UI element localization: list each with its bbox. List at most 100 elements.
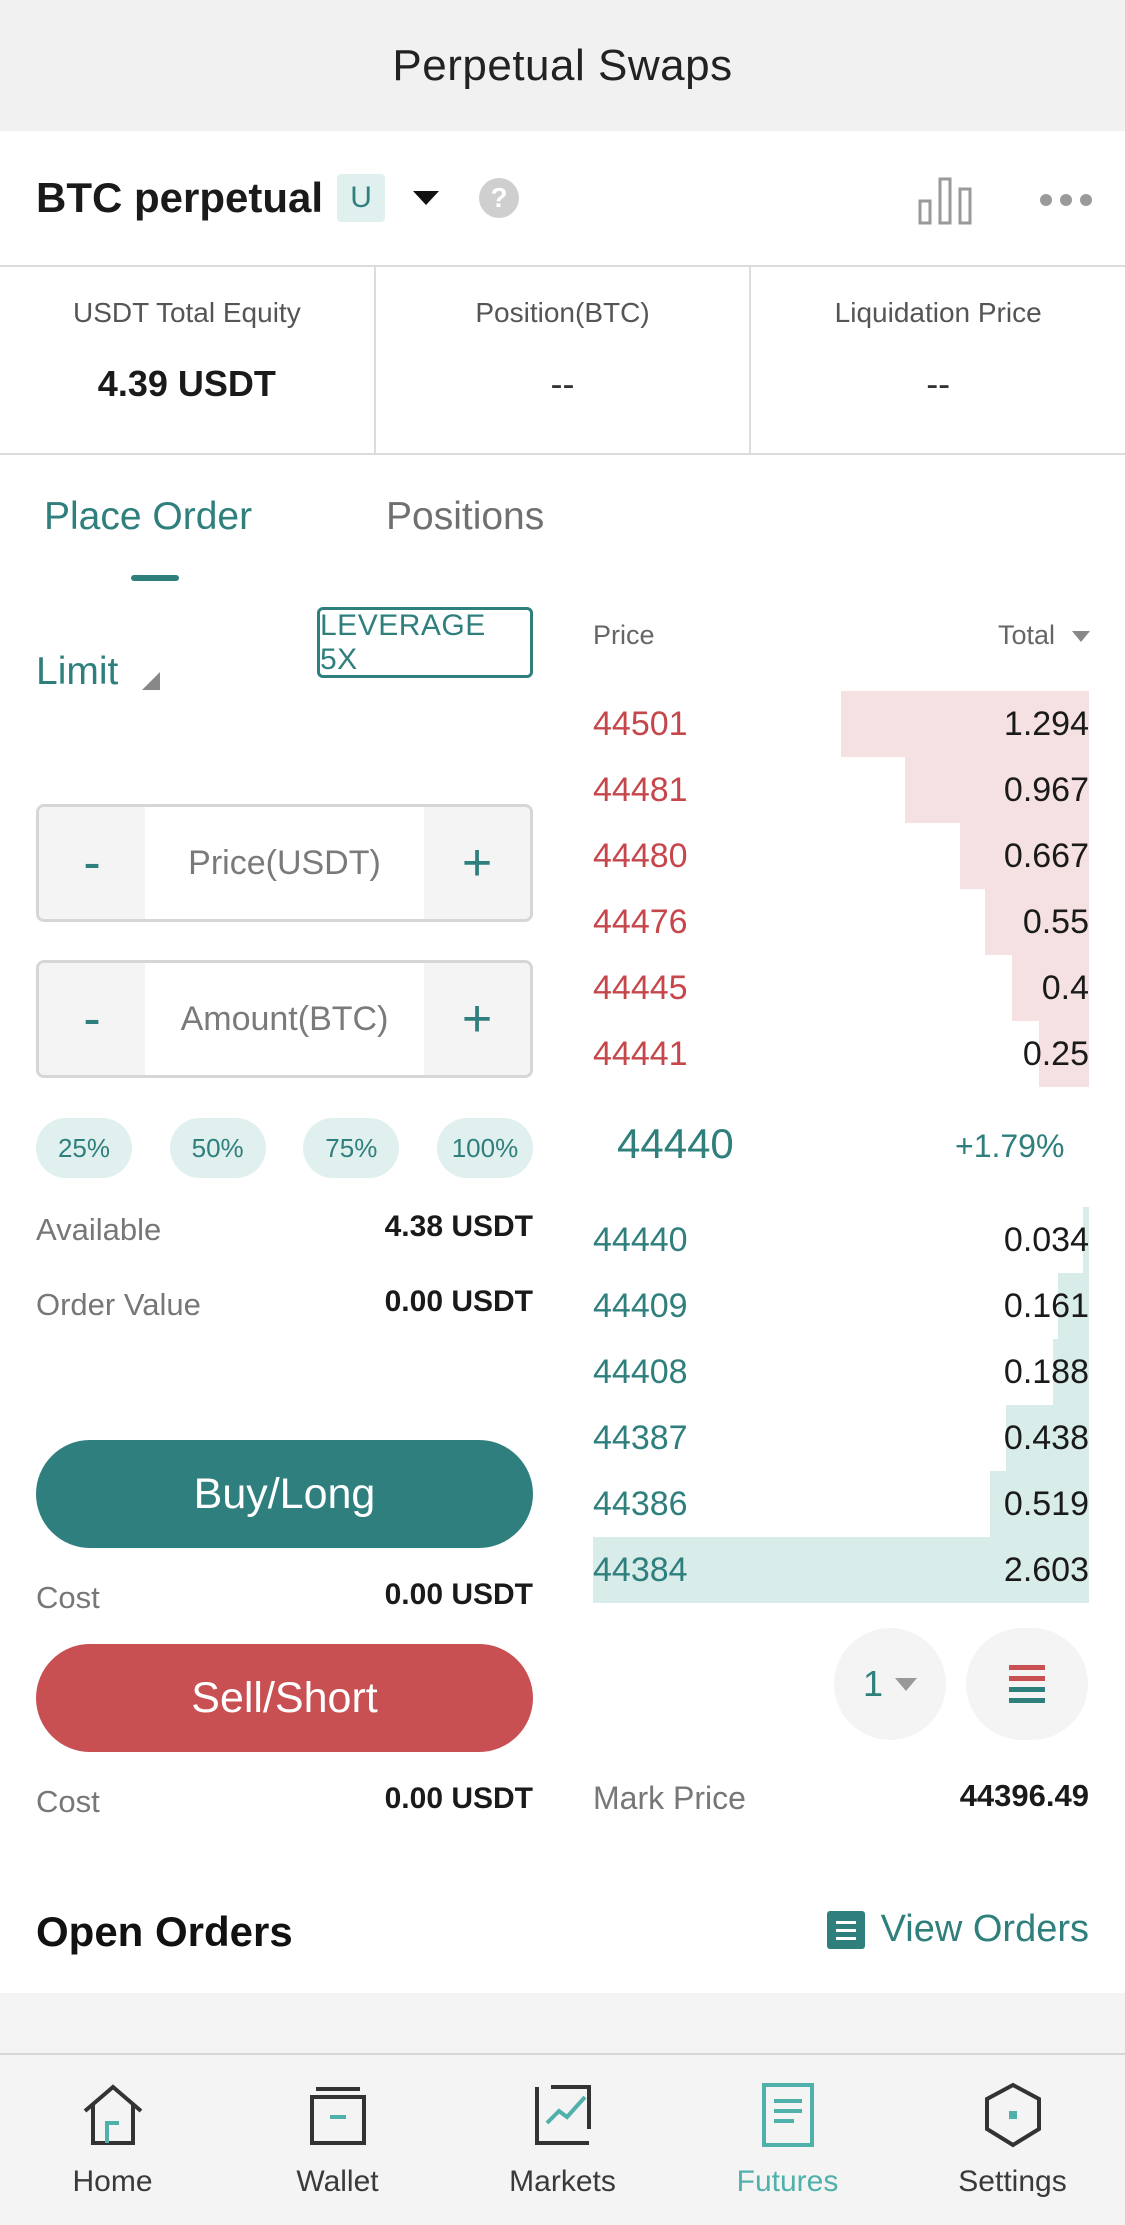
order-type-selector[interactable]: Limit bbox=[36, 650, 119, 693]
account-stats: USDT Total Equity 4.39 USDT Position(BTC… bbox=[0, 265, 1125, 455]
stat-value: -- bbox=[550, 363, 575, 404]
depth-bar bbox=[960, 823, 1089, 889]
orderbook-total-header[interactable]: Total bbox=[998, 620, 1056, 650]
instrument-name[interactable]: BTC perpetual bbox=[36, 174, 324, 221]
price-input[interactable]: Price(USDT) bbox=[145, 807, 424, 919]
ask-row[interactable]: 44481 0.967 bbox=[593, 757, 1089, 823]
percent-100-button[interactable]: 100% bbox=[436, 1118, 533, 1178]
chevron-down-icon[interactable] bbox=[413, 191, 440, 205]
ask-total: 0.667 bbox=[1003, 837, 1089, 875]
ask-total: 0.4 bbox=[1041, 969, 1089, 1007]
depth-bar bbox=[1053, 1339, 1089, 1405]
tab-settings[interactable]: Settings bbox=[900, 2055, 1125, 2225]
buy-cost-label: Cost bbox=[36, 1580, 100, 1615]
leverage-button[interactable]: LEVERAGE 5X bbox=[317, 607, 533, 678]
ask-total: 0.967 bbox=[1003, 771, 1089, 809]
depth-bar bbox=[593, 1537, 1089, 1603]
depth-bar bbox=[1005, 1405, 1089, 1471]
ask-total: 0.55 bbox=[1022, 903, 1089, 941]
amount-input[interactable]: Amount(BTC) bbox=[145, 963, 424, 1075]
page-title: Perpetual Swaps bbox=[392, 40, 733, 90]
depth-bar bbox=[1082, 1207, 1089, 1273]
orderbook-price-header: Price bbox=[593, 620, 655, 650]
bid-price: 44408 bbox=[593, 1353, 688, 1391]
stat-label: USDT Total Equity bbox=[72, 297, 301, 328]
sell-short-button[interactable]: Sell/Short bbox=[36, 1644, 533, 1752]
view-orders-link[interactable]: View Orders bbox=[826, 1908, 1089, 1951]
amount-increase-button[interactable]: + bbox=[424, 963, 530, 1075]
order-value-label: Order Value bbox=[36, 1287, 201, 1322]
depth-bar bbox=[905, 757, 1089, 823]
price-increase-button[interactable]: + bbox=[424, 807, 530, 919]
percent-50-button[interactable]: 50% bbox=[169, 1118, 266, 1178]
tab-home[interactable]: Home bbox=[0, 2055, 225, 2225]
markets-icon bbox=[534, 2085, 591, 2145]
available-value: 4.38 USDT bbox=[384, 1210, 533, 1243]
triangle-down-icon[interactable] bbox=[142, 672, 160, 690]
depth-bar bbox=[984, 889, 1089, 955]
tab-futures[interactable]: Futures bbox=[675, 2055, 900, 2225]
bid-row[interactable]: 44384 2.603 bbox=[593, 1537, 1089, 1603]
order-tabs: Place Order Positions bbox=[0, 455, 1125, 585]
bid-row[interactable]: 44408 0.188 bbox=[593, 1339, 1089, 1405]
triangle-down-icon[interactable] bbox=[1072, 631, 1090, 642]
depth-bar bbox=[989, 1471, 1089, 1537]
tab-label: Home bbox=[72, 2165, 153, 2198]
stat-label: Position(BTC) bbox=[475, 297, 650, 328]
depth-precision-select[interactable]: 1 bbox=[834, 1628, 946, 1740]
stat-label: Liquidation Price bbox=[834, 297, 1042, 328]
bid-total: 0.188 bbox=[1003, 1353, 1089, 1391]
ask-row[interactable]: 44480 0.667 bbox=[593, 823, 1089, 889]
tab-markets[interactable]: Markets bbox=[450, 2055, 675, 2225]
tab-place-order[interactable]: Place Order bbox=[44, 495, 253, 538]
depth-bar bbox=[841, 691, 1089, 757]
ask-total: 0.25 bbox=[1022, 1035, 1089, 1073]
ask-row[interactable]: 44441 0.25 bbox=[593, 1021, 1089, 1087]
bid-total: 0.438 bbox=[1003, 1419, 1089, 1457]
ask-row[interactable]: 44501 1.294 bbox=[593, 691, 1089, 757]
ask-price: 44481 bbox=[593, 771, 688, 809]
price-decrease-button[interactable]: - bbox=[39, 807, 145, 919]
bid-row[interactable]: 44386 0.519 bbox=[593, 1471, 1089, 1537]
percent-75-button[interactable]: 75% bbox=[303, 1118, 400, 1178]
depth-bar bbox=[1039, 1021, 1089, 1087]
tab-positions[interactable]: Positions bbox=[386, 495, 545, 538]
settings-icon bbox=[984, 2082, 1041, 2148]
mark-price-label: Mark Price bbox=[593, 1780, 746, 1816]
amount-stepper: - Amount(BTC) + bbox=[36, 960, 533, 1078]
futures-icon bbox=[761, 2083, 814, 2147]
ask-total: 1.294 bbox=[1003, 705, 1089, 743]
open-orders-title: Open Orders bbox=[36, 1908, 293, 1955]
amount-decrease-button[interactable]: - bbox=[39, 963, 145, 1075]
sell-cost-value: 0.00 USDT bbox=[384, 1782, 533, 1815]
orderbook-layout-icon bbox=[1009, 1665, 1045, 1703]
ask-row[interactable]: 44445 0.4 bbox=[593, 955, 1089, 1021]
bid-row[interactable]: 44387 0.438 bbox=[593, 1405, 1089, 1471]
usdt-margin-badge: U bbox=[337, 174, 386, 222]
top-bar: Perpetual Swaps bbox=[0, 0, 1125, 131]
stat-total-equity: USDT Total Equity 4.39 USDT bbox=[0, 267, 374, 453]
buy-cost-value: 0.00 USDT bbox=[384, 1578, 533, 1611]
open-orders-list bbox=[0, 1993, 1125, 2053]
percent-25-button[interactable]: 25% bbox=[36, 1118, 132, 1178]
available-label: Available bbox=[36, 1212, 162, 1247]
help-icon[interactable]: ? bbox=[479, 178, 520, 218]
orderbook-layout-button[interactable] bbox=[966, 1628, 1088, 1740]
bid-row[interactable]: 44409 0.161 bbox=[593, 1273, 1089, 1339]
more-options-icon[interactable] bbox=[1040, 191, 1092, 209]
bid-row[interactable]: 44440 0.034 bbox=[593, 1207, 1089, 1273]
tab-wallet[interactable]: Wallet bbox=[225, 2055, 450, 2225]
triangle-down-icon bbox=[895, 1677, 918, 1691]
chart-icon[interactable] bbox=[918, 175, 972, 225]
order-value: 0.00 USDT bbox=[384, 1285, 533, 1318]
bottom-tab-bar: Home Wallet Markets Futures Settings bbox=[0, 2053, 1125, 2225]
ask-row[interactable]: 44476 0.55 bbox=[593, 889, 1089, 955]
view-orders-label[interactable]: View Orders bbox=[880, 1908, 1089, 1950]
bid-total: 0.161 bbox=[1003, 1287, 1089, 1325]
buy-long-button[interactable]: Buy/Long bbox=[36, 1440, 533, 1548]
stat-value: 4.39 USDT bbox=[97, 363, 276, 404]
depth-bar bbox=[1012, 955, 1089, 1021]
tab-label: Wallet bbox=[296, 2165, 379, 2198]
instrument-selector[interactable]: BTC perpetual U ? bbox=[0, 131, 1125, 265]
price-change-percent: +1.79% bbox=[955, 1128, 1065, 1164]
